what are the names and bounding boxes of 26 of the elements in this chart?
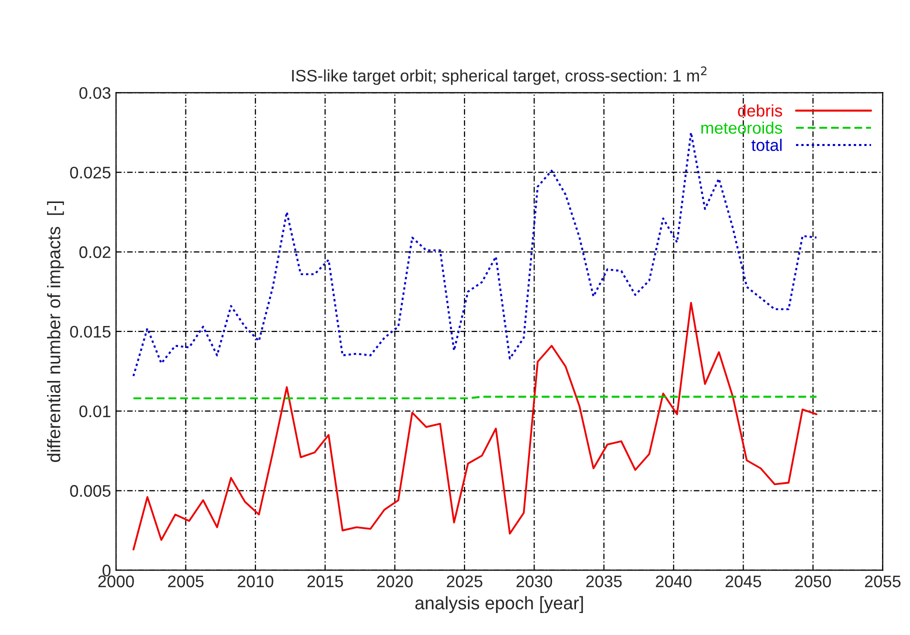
y-axis-title: differential number of impacts [-] (47, 201, 64, 462)
y-tick-label: 0.02 (79, 246, 110, 258)
x-tick-label: 2040 (656, 576, 692, 588)
x-tick-label: 2030 (516, 576, 552, 588)
x-tick-label: 2015 (307, 576, 343, 588)
x-tick-label: 2045 (726, 576, 762, 588)
x-tick-label: 2050 (795, 576, 831, 588)
y-tick-label: 0.025 (70, 166, 110, 178)
y-tick-label: 0.005 (70, 485, 110, 497)
legend-label: meteoroids (701, 122, 782, 134)
x-tick-label: 2055 (865, 576, 901, 588)
y-tick-label: 0.01 (79, 405, 110, 418)
y-tick-label: 0.03 (79, 87, 110, 99)
chart-title: ISS-like target orbit; spherical target, cross-section: 1 m$^{2}$ (292, 66, 706, 85)
x-tick-label: 2035 (586, 576, 622, 588)
x-axis-title: analysis epoch [year] (415, 596, 583, 614)
legend-label: debris (738, 104, 782, 117)
legend-label: total (751, 138, 782, 152)
x-tick-label: 2000 (98, 576, 134, 588)
x-tick-label: 2020 (377, 576, 413, 588)
x-tick-label: 2005 (168, 576, 204, 588)
x-tick-label: 2025 (446, 576, 482, 588)
y-tick-label: 0.015 (70, 326, 110, 338)
x-tick-label: 2010 (238, 576, 274, 588)
line-series (132, 302, 818, 550)
y-tick-label: 0 (102, 564, 111, 576)
